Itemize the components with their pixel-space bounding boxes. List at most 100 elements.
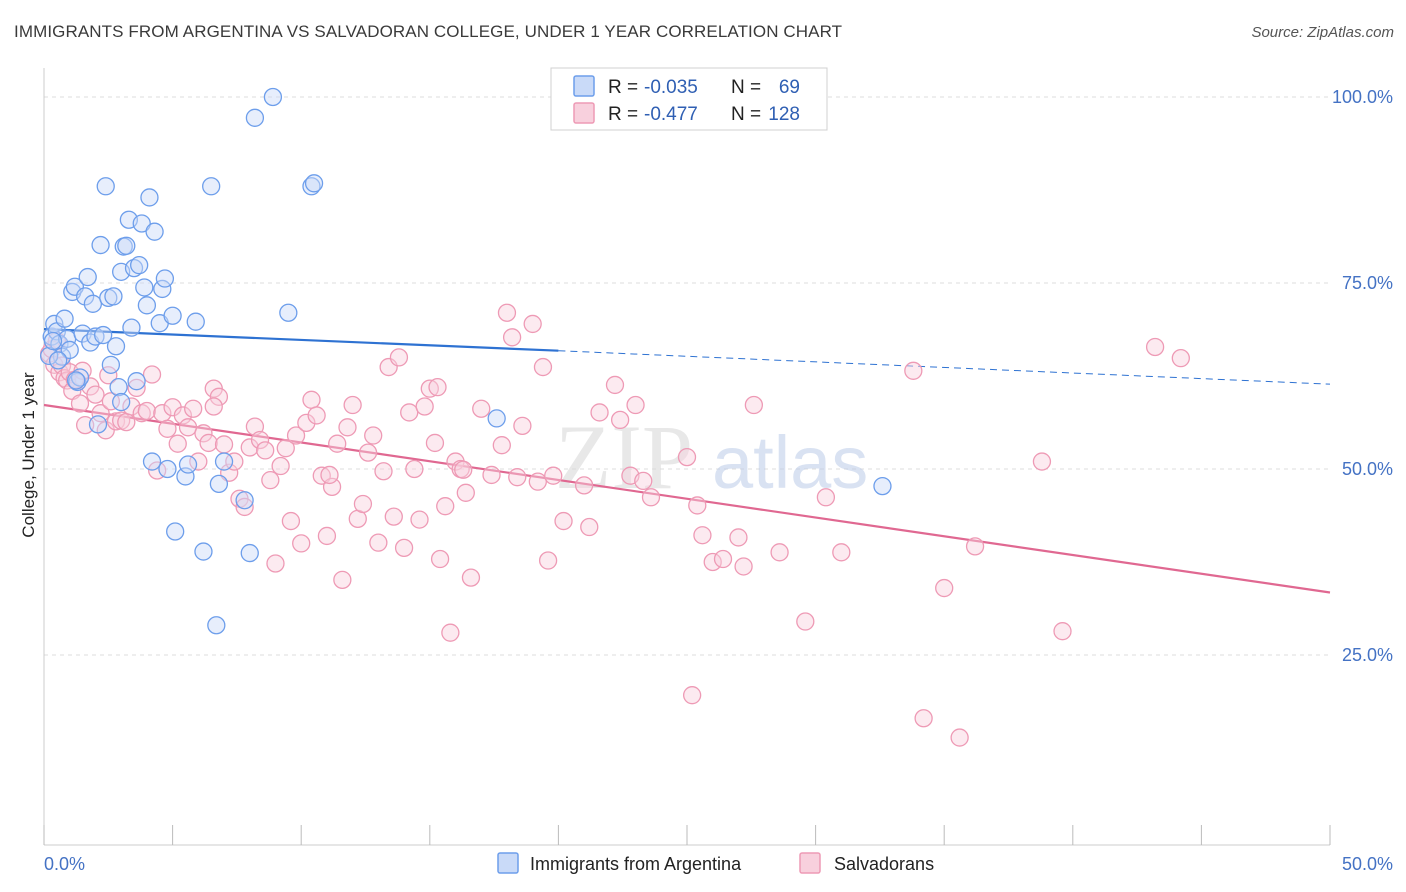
data-point-salvadorans [713, 549, 733, 569]
data-point-salvadorans [369, 533, 388, 552]
data-point-argentina [142, 452, 162, 471]
data-point-salvadorans [101, 392, 121, 411]
legend-r-label-1: R = [608, 77, 638, 98]
data-point-argentina [487, 409, 506, 428]
bottom-legend-label-salvadorans: Salvadorans [834, 854, 934, 874]
data-point-salvadorans [184, 399, 203, 418]
data-point-salvadorans [353, 494, 373, 514]
data-point-salvadorans [209, 387, 229, 406]
data-point-salvadorans [729, 528, 748, 547]
data-point-salvadorans [225, 452, 244, 471]
data-point-salvadorans [554, 511, 573, 531]
data-point-salvadorans [99, 366, 118, 385]
data-point-salvadorans [214, 435, 234, 454]
data-point-argentina [117, 236, 136, 255]
stats-legend-box [550, 67, 828, 131]
data-point-salvadorans [610, 410, 630, 430]
data-point-salvadorans [1171, 348, 1190, 368]
data-point-salvadorans [266, 554, 285, 573]
data-point-salvadorans [472, 399, 491, 418]
data-point-salvadorans [425, 433, 445, 453]
data-point-salvadorans [173, 406, 193, 425]
data-point-salvadorans [256, 441, 275, 460]
data-point-salvadorans [281, 511, 301, 531]
data-point-salvadorans [400, 403, 419, 422]
data-point-salvadorans [688, 496, 707, 515]
data-point-salvadorans [626, 395, 645, 415]
data-point-salvadorans [703, 552, 722, 572]
stats-legend: R = -0.035 N = 69 R = -0.477 N = 128 [550, 67, 828, 131]
data-point-argentina [130, 255, 149, 275]
data-point-salvadorans [436, 497, 455, 516]
data-point-salvadorans [235, 497, 254, 517]
data-point-salvadorans [590, 403, 609, 422]
series-salvadorans [39, 303, 1190, 747]
legend-n-value-2: 128 [768, 104, 800, 125]
data-point-argentina [109, 378, 128, 397]
data-point-salvadorans [492, 436, 511, 455]
data-point-argentina [214, 452, 234, 471]
data-point-argentina [96, 177, 115, 196]
data-point-salvadorans [544, 466, 563, 485]
data-point-argentina [104, 287, 123, 306]
data-point-salvadorans [605, 375, 625, 395]
data-point-argentina [112, 392, 131, 412]
data-point-salvadorans [634, 471, 653, 491]
data-point-salvadorans [199, 433, 218, 453]
bottom-legend-label-argentina: Immigrants from Argentina [530, 854, 742, 874]
y-tick-label: 25.0% [1342, 645, 1393, 665]
y-axis-label: College, Under 1 year [19, 372, 38, 538]
data-point-salvadorans [333, 570, 352, 590]
data-point-argentina [166, 522, 185, 541]
data-point-salvadorans [461, 568, 481, 587]
y-tick-label: 75.0% [1342, 273, 1393, 293]
data-point-salvadorans [682, 686, 702, 705]
data-point-salvadorans [1053, 622, 1072, 641]
data-point-salvadorans [343, 395, 362, 415]
data-point-salvadorans [76, 415, 95, 435]
data-point-argentina [76, 287, 95, 306]
data-point-salvadorans [1032, 452, 1052, 471]
data-point-argentina [122, 318, 141, 337]
data-point-argentina [163, 306, 182, 325]
data-point-salvadorans [497, 303, 517, 322]
data-point-argentina [137, 296, 157, 315]
legend-n-value-1: 69 [779, 77, 800, 98]
data-point-argentina [48, 351, 68, 370]
data-point-salvadorans [137, 401, 157, 421]
data-point-argentina [245, 108, 265, 127]
data-point-argentina [132, 214, 151, 233]
data-point-salvadorans [374, 462, 393, 481]
data-point-salvadorans [441, 623, 460, 642]
data-point-argentina [140, 188, 159, 207]
data-point-salvadorans [70, 394, 90, 413]
data-point-argentina [135, 278, 154, 297]
x-tick-label-last: 50.0% [1342, 854, 1393, 874]
x-ticks [43, 825, 1331, 845]
chart-title: IMMIGRANTS FROM ARGENTINA VS SALVADORAN … [14, 22, 843, 41]
data-point-salvadorans [317, 526, 337, 546]
data-point-salvadorans [796, 612, 815, 631]
data-point-argentina [194, 542, 213, 561]
y-tick-label: 100.0% [1332, 87, 1393, 107]
data-point-salvadorans [322, 477, 342, 497]
data-point-salvadorans [502, 328, 522, 347]
data-point-salvadorans [744, 395, 764, 415]
legend-swatch-salvadorans [573, 102, 595, 124]
data-point-salvadorans [204, 397, 223, 416]
data-point-argentina [153, 279, 172, 299]
data-point-salvadorans [338, 418, 357, 437]
data-point-salvadorans [358, 443, 378, 462]
data-point-argentina [158, 459, 177, 479]
data-point-salvadorans [286, 426, 306, 445]
data-point-salvadorans [384, 507, 403, 526]
data-point-argentina [43, 331, 63, 351]
data-point-salvadorans [508, 468, 527, 487]
data-point-argentina [124, 258, 144, 278]
data-point-salvadorans [816, 488, 836, 507]
data-point-salvadorans [513, 416, 532, 435]
data-point-salvadorans [430, 549, 450, 569]
data-point-salvadorans [454, 460, 473, 479]
data-point-argentina [202, 177, 221, 196]
